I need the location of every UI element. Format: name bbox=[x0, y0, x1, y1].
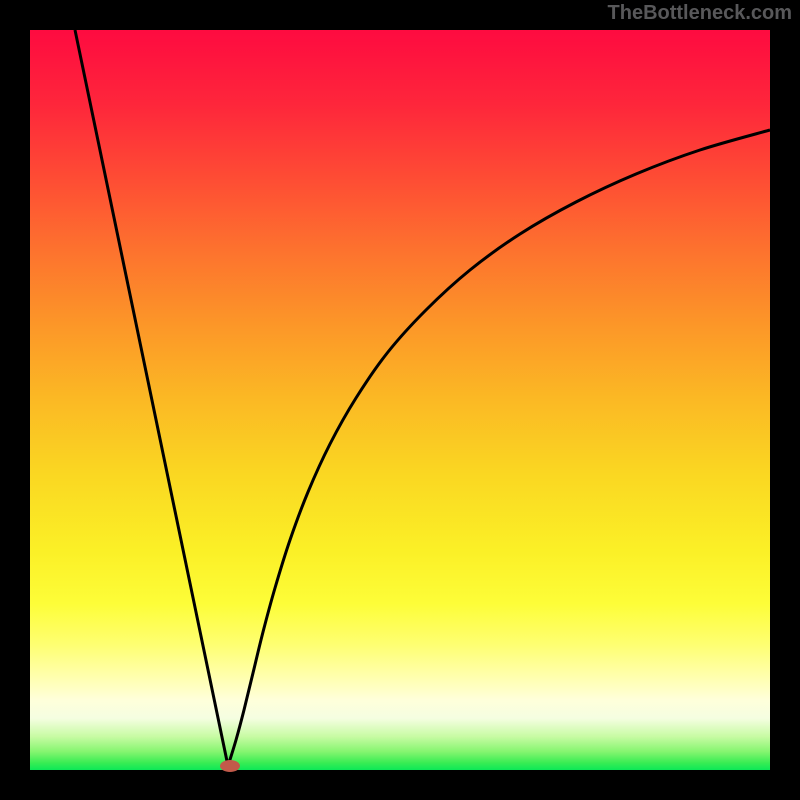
minimum-marker bbox=[220, 760, 240, 772]
plot-background bbox=[30, 30, 770, 770]
watermark-text: TheBottleneck.com bbox=[608, 2, 792, 25]
chart-container: TheBottleneck.com bbox=[0, 0, 800, 800]
plot-svg bbox=[0, 0, 800, 800]
